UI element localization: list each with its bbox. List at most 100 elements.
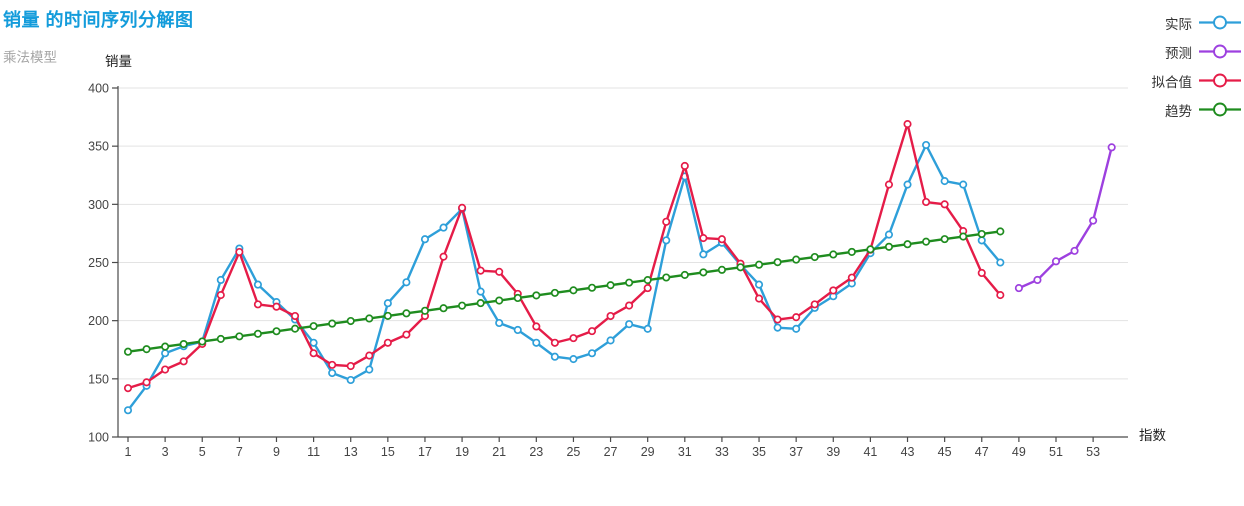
x-tick-label: 47 — [975, 445, 989, 459]
series-fitted-point — [977, 268, 986, 278]
series-fitted-point — [142, 378, 151, 387]
x-tick-label: 53 — [1086, 445, 1100, 459]
series-actual-point — [550, 352, 559, 361]
legend-label: 趋势 — [1165, 103, 1192, 119]
series-fitted-point — [662, 217, 671, 226]
legend-item-fitted[interactable]: 拟合值 — [1152, 66, 1243, 95]
series-actual-point — [513, 325, 522, 335]
series-trend-point — [495, 296, 504, 305]
x-tick-label: 17 — [418, 445, 432, 459]
x-tick-label: 23 — [529, 445, 543, 459]
x-tick-label: 21 — [492, 445, 506, 459]
legend-actual-marker-icon — [1199, 15, 1241, 30]
series-trend-point — [328, 319, 337, 328]
series-trend-point — [903, 240, 912, 249]
series-forecast-point — [1014, 284, 1023, 293]
series-trend-point — [884, 242, 894, 251]
series-trend-point — [235, 332, 244, 341]
series-trend-point — [940, 235, 949, 244]
legend-item-forecast[interactable]: 预测 — [1152, 37, 1243, 66]
y-tick-label: 400 — [88, 82, 109, 96]
x-tick-label: 3 — [162, 445, 169, 459]
series-actual-point — [383, 299, 392, 308]
x-tick-label: 51 — [1049, 445, 1063, 459]
series-actual-point — [884, 230, 894, 239]
x-axis-title: 指数 — [1139, 428, 1166, 443]
legend-label: 预测 — [1165, 45, 1192, 61]
series-forecast-line — [1017, 146, 1113, 290]
x-tick-label: 11 — [307, 445, 320, 459]
model-type-label: 乘法模型 — [3, 50, 57, 65]
series-fitted-point — [402, 330, 411, 339]
series-actual-point — [773, 323, 782, 332]
series-trend-point — [383, 311, 392, 320]
series-fitted-point — [123, 384, 133, 393]
series-trend-point — [625, 278, 634, 287]
series-trend-point — [458, 301, 467, 310]
series-trend-point — [290, 324, 300, 333]
series-actual-point — [569, 355, 578, 364]
series-actual-point — [940, 177, 949, 186]
legend-label: 实际 — [1165, 16, 1192, 32]
y-tick-label: 300 — [88, 198, 109, 212]
series-trend-point — [754, 260, 764, 269]
legend-item-actual[interactable]: 实际 — [1152, 8, 1243, 37]
series-fitted-point — [847, 273, 856, 282]
series-fitted-point — [532, 322, 541, 331]
series-actual-point — [532, 338, 541, 347]
series-fitted-point — [773, 315, 782, 324]
series-fitted-point — [810, 300, 819, 309]
x-tick-label: 49 — [1012, 445, 1026, 459]
series-fitted-point — [996, 291, 1005, 300]
series-forecast-point — [1070, 246, 1079, 255]
series-fitted-point — [476, 266, 485, 275]
x-tick-label: 45 — [938, 445, 952, 459]
series-trend-point — [606, 281, 615, 290]
legend-label: 拟合值 — [1151, 74, 1193, 90]
x-tick-label: 25 — [566, 445, 580, 459]
series-fitted-point — [680, 161, 689, 170]
y-axis-title: 销量 — [105, 54, 132, 69]
series-actual-point — [662, 236, 671, 245]
series-actual-point — [754, 280, 764, 289]
series-fitted-point — [884, 180, 894, 189]
legend-item-trend[interactable]: 趋势 — [1152, 95, 1243, 124]
series-trend-point — [792, 255, 801, 264]
x-tick-label: 7 — [236, 445, 243, 459]
y-tick-label: 100 — [88, 431, 109, 445]
series-trend-point — [179, 339, 188, 349]
series-actual-point — [977, 236, 986, 245]
series-trend-point — [977, 229, 986, 239]
series-trend-point — [643, 276, 652, 285]
series-actual-point — [365, 365, 374, 374]
series-actual-point — [216, 275, 225, 285]
series-actual-point — [161, 349, 170, 358]
series-fitted-point — [569, 334, 578, 343]
series-fitted-point — [272, 302, 281, 311]
series-trend-point — [513, 293, 522, 303]
series-fitted-point — [235, 247, 244, 257]
series-trend-point — [736, 263, 745, 272]
series-trend-point — [365, 314, 374, 323]
series-actual-point — [587, 349, 597, 358]
series-fitted-point — [550, 338, 559, 347]
legend: 实际预测拟合值趋势 — [1152, 8, 1243, 124]
series-trend-point — [810, 252, 819, 262]
series-trend-point — [439, 304, 448, 313]
series-trend-point — [532, 291, 541, 300]
series-trend-point — [717, 265, 726, 274]
series-fitted-point — [754, 294, 764, 303]
y-tick-label: 250 — [88, 256, 109, 270]
series-trend-point — [420, 306, 430, 315]
y-tick-label: 200 — [88, 314, 109, 328]
x-tick-label: 13 — [344, 445, 358, 459]
legend-fitted-marker-icon — [1199, 73, 1241, 88]
page-title: 销量 的时间序列分解图 — [3, 10, 194, 30]
x-tick-label: 19 — [455, 445, 469, 459]
series-trend-point — [699, 268, 708, 277]
series-actual-point — [792, 324, 801, 333]
series-fitted-point — [643, 284, 652, 293]
series-trend-point — [346, 316, 355, 326]
